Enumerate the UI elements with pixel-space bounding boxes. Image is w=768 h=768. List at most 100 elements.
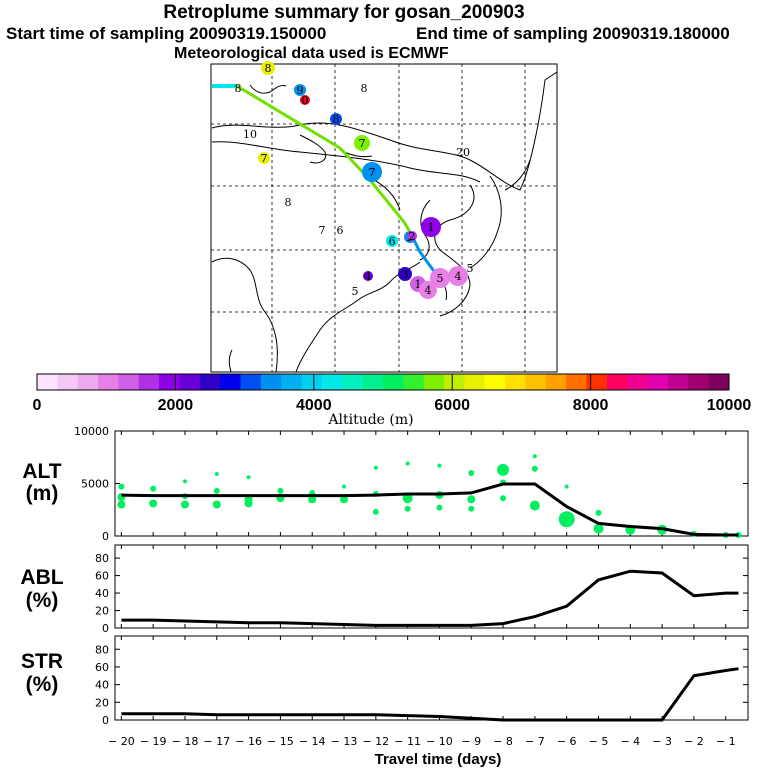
colorbar-swatch [260,374,282,390]
alt-scatter-point [150,485,157,492]
y-tick-label: 0 [102,714,109,727]
coastlines [211,71,558,373]
x-tick-label: − 20 [108,735,135,748]
map-marker-label: 1 [415,278,422,291]
alt-scatter-point [595,509,602,516]
y-tick-label: 5000 [81,478,109,491]
abl-unit: (%) [26,589,59,612]
x-tick-label: − 7 [525,735,545,748]
colorbar-tick-label: 2000 [158,397,194,414]
alt-scatter-point [404,505,411,512]
map-marker-label: 7 [369,166,376,179]
colorbar-swatch [423,374,445,390]
map-marker-label: 8 [265,62,272,75]
x-tick-label: − 19 [140,735,167,748]
map-plume-blob [386,235,398,247]
alt-scatter-point [277,487,284,494]
alt-scatter-point [182,479,187,484]
colorbar-swatch [179,374,201,390]
alt-scatter-point [308,495,317,504]
abl-label: ABL [20,566,63,589]
y-tick-label: 0 [102,530,109,543]
y-tick-label: 40 [95,679,109,692]
colorbar-swatch [138,374,160,390]
alt-scatter-point [213,487,220,494]
colorbar-tick-label: 8000 [573,397,609,414]
abl-line [121,569,739,627]
map-panel: 8908871077208766214154554328 [210,61,558,373]
alt-scatter-point [558,511,575,528]
x-tick-label: − 10 [426,735,453,748]
alt-scatter-point [214,472,219,477]
colorbar-swatch [321,374,343,390]
alt-scatter-point [402,493,413,504]
map-plume-blob [407,231,417,241]
map-markers: 8908871077208766214154554328 [235,61,474,299]
map-plume-blob [398,267,412,281]
x-axis-label: Travel time (days) [375,751,502,768]
y-tick-label: 60 [95,570,109,583]
map-marker-label: 4 [425,284,432,297]
colorbar-swatch [403,374,425,390]
map-plume-blob [258,152,270,164]
colorbar-swatch [505,374,526,390]
alt-scatter-point [437,463,442,468]
alt-scatter-point [468,470,475,476]
alt-scatter-point [117,500,126,509]
x-tick-label: − 4 [620,735,640,748]
map-plume-blob [363,271,373,281]
colorbar-swatch [159,374,180,390]
colorbar-swatch [77,374,99,390]
x-tick-label: − 17 [203,735,230,748]
str-line [121,667,739,722]
map-marker-label: 0 [302,94,309,107]
map-marker-label: 1 [428,221,435,234]
map-marker-label: 20 [456,146,470,159]
alt-scatter-point [532,454,537,459]
colorbar-swatch [688,374,710,390]
colorbar-swatch [37,374,58,390]
y-tick-label: 20 [95,696,109,709]
colorbar-swatch [667,374,689,390]
colorbar-swatch [301,374,323,390]
colorbar-swatch [240,374,262,390]
map-plume-blob [294,84,306,96]
colorbar-swatch [627,374,648,390]
colorbar-swatch [444,374,465,390]
map-marker-label: 7 [359,137,366,150]
colorbar-swatch [525,374,547,390]
y-tick-label: 40 [95,587,109,600]
colorbar-swatch [606,374,628,390]
colorbar-swatch [57,374,79,390]
colorbar-tick-label: 4000 [296,397,332,414]
colorbar-swatch [464,374,486,390]
colorbar-tick-label: 0 [33,397,42,414]
y-tick-label: 80 [95,552,109,565]
alt-scatter-point [405,461,410,466]
alt-scatter-point [531,465,538,472]
colorbar-swatch [342,374,364,390]
x-tick-label: − 13 [331,735,358,748]
alt-scatter-point [372,508,379,515]
map-plume-blob [300,95,310,105]
alt-scatter-point [212,500,221,509]
colorbar-swatch [586,374,608,390]
colorbar-swatch [545,374,567,390]
colorbar-swatch [566,374,587,390]
alt-scatter-point [149,499,158,508]
map-marker-label: 10 [243,128,257,141]
x-tick-label: − 16 [235,735,262,748]
alt-scatter-point [529,500,540,511]
x-tick-label: − 18 [172,735,199,748]
colorbar-swatch [484,374,506,390]
x-tick-label: − 11 [394,735,421,748]
x-tick-label: − 8 [493,735,513,748]
map-frame [210,63,558,373]
met-data-note: Meteorological data used is ECMWF [174,45,449,62]
time-series-panels: 10000 5000 0 80 60 40 20 0 80 60 40 20 0 − 20 − 19 − 18… [74,425,749,748]
map-marker-label: 5 [352,285,359,298]
map-marker-label: 5 [467,262,474,275]
alt-scatter-point [500,495,507,502]
colorbar-swatch [118,374,140,390]
